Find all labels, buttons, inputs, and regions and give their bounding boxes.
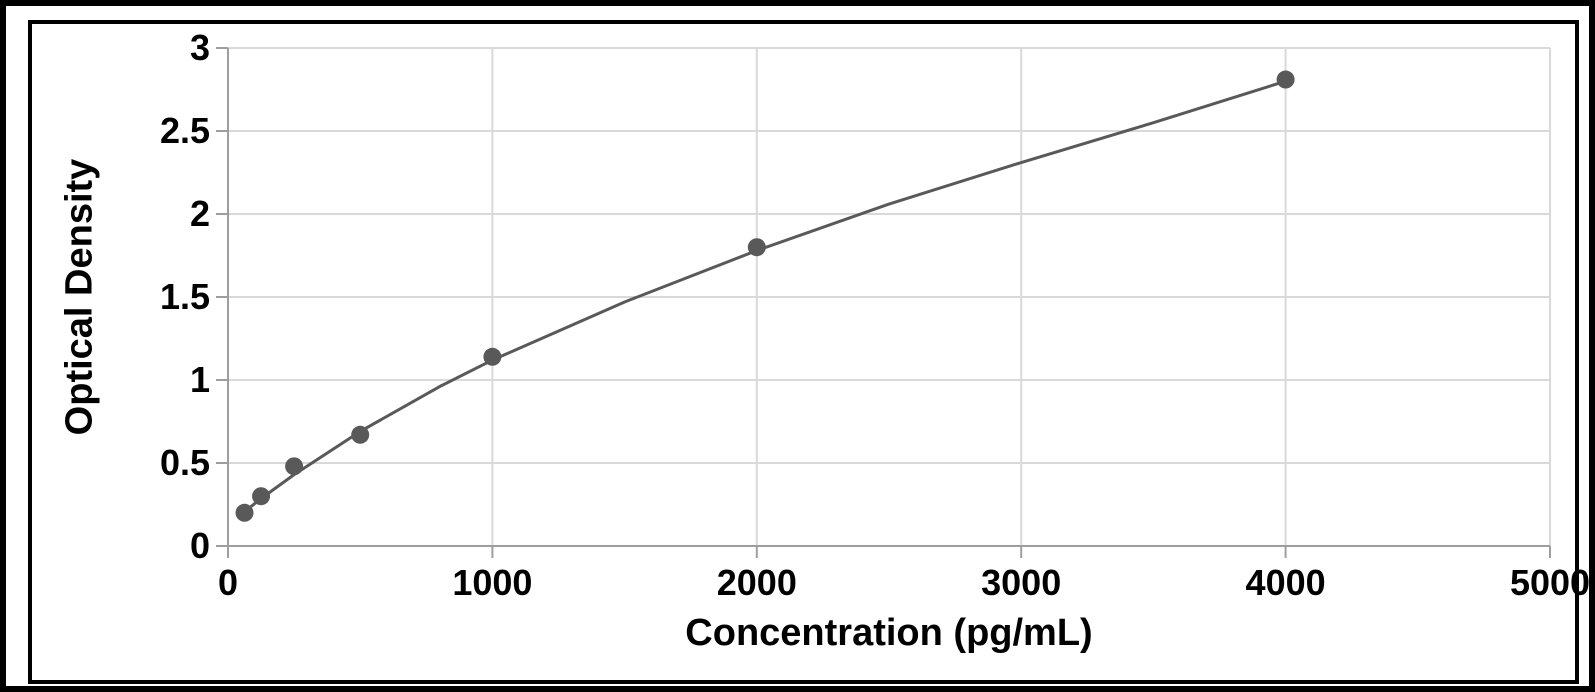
- x-axis-label: Concentration (pg/mL): [685, 612, 1092, 655]
- data-point: [236, 504, 254, 522]
- y-tick-label: 2: [190, 193, 210, 235]
- y-axis-label: Optical Density: [59, 159, 102, 436]
- y-tick-label: 3: [190, 27, 210, 69]
- x-tick-label: 3000: [981, 562, 1061, 604]
- x-tick-label: 1000: [452, 562, 532, 604]
- axes: [216, 48, 1550, 558]
- y-tick-label: 1.5: [160, 276, 210, 318]
- outer-frame: Optical Density Concentration (pg/mL) 0 1…: [0, 0, 1595, 692]
- grid-lines: [228, 48, 1550, 546]
- y-tick-label: 1: [190, 359, 210, 401]
- data-point: [285, 457, 303, 475]
- data-point: [1277, 71, 1295, 89]
- x-tick-label: 4000: [1246, 562, 1326, 604]
- x-tick-label: 2000: [717, 562, 797, 604]
- data-point: [252, 487, 270, 505]
- y-tick-label: 0: [190, 525, 210, 567]
- x-tick-label: 0: [218, 562, 238, 604]
- x-tick-label: 5000: [1510, 562, 1590, 604]
- y-tick-label: 0.5: [160, 442, 210, 484]
- plot-svg: [32, 24, 1575, 680]
- chart-frame: Optical Density Concentration (pg/mL) 0 1…: [28, 20, 1579, 684]
- data-point: [483, 348, 501, 366]
- data-point: [748, 238, 766, 256]
- data-point: [351, 426, 369, 444]
- y-tick-label: 2.5: [160, 110, 210, 152]
